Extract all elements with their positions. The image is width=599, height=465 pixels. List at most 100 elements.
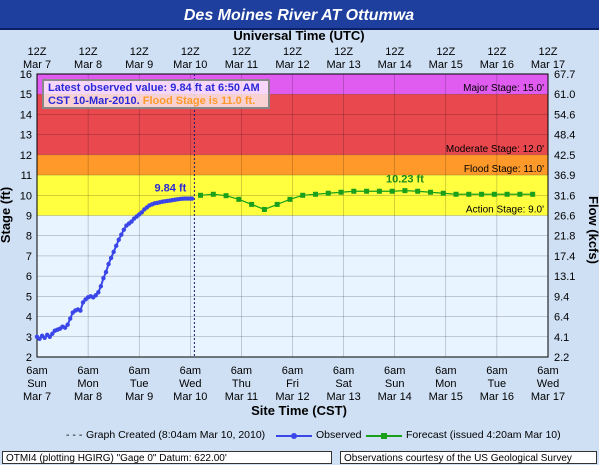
y-tick-label: 14: [20, 109, 32, 121]
observed-point: [98, 284, 104, 289]
usgs-credit-footer: Observations courtesy of the US Geologic…: [340, 451, 597, 464]
top-tick-label: Mar 11: [225, 59, 258, 71]
observed-point: [37, 336, 42, 342]
x-tick-label: 6am: [180, 365, 201, 377]
x-tick-label: 6am: [77, 365, 98, 377]
y2-tick-label: 9.4: [554, 291, 569, 303]
y-tick-label: 15: [20, 89, 32, 101]
forecast-point: [530, 191, 536, 197]
y2-tick-label: 17.4: [554, 251, 575, 263]
top-tick-label: Mar 16: [480, 59, 514, 71]
y-tick-label: 7: [26, 251, 32, 263]
forecast-point: [210, 191, 216, 197]
stage-band-label: Moderate Stage: 12.0': [446, 144, 544, 155]
forecast-point: [427, 189, 433, 195]
x-tick-label: Sat: [335, 378, 352, 390]
observed-point: [116, 237, 121, 242]
y-tick-label: 11: [21, 170, 32, 182]
forecast-point: [223, 193, 229, 199]
observed-point: [103, 269, 109, 275]
x-tick-label: Tue: [488, 378, 507, 390]
y2-tick-label: 2.2: [554, 352, 569, 364]
top-tick-label: Mar 15: [429, 59, 463, 71]
stage-band-label: Flood Stage: 11.0': [464, 164, 544, 175]
observed-value-label: 9.84 ft: [155, 183, 187, 195]
x-tick-label: Sun: [385, 378, 405, 390]
top-tick-label: 12Z: [539, 46, 558, 58]
top-tick-label: 12Z: [385, 46, 404, 58]
x-axis-title: Site Time (CST): [251, 403, 347, 418]
y-tick-label: 2: [26, 352, 32, 364]
observed-point: [189, 196, 195, 201]
y2-tick-label: 26.6: [554, 211, 575, 223]
latest-observation-box: Latest observed value: 9.84 ft at 6:50 A…: [42, 79, 270, 109]
legend: - - - Graph Created (8:04am Mar 10, 2010…: [0, 429, 599, 443]
y2-tick-label: 31.6: [554, 190, 575, 202]
stage-band: [37, 154, 548, 176]
observed-point: [47, 334, 52, 339]
forecast-point: [466, 191, 472, 197]
observed-point: [42, 335, 47, 340]
y-tick-label: 3: [26, 332, 32, 344]
y-tick-label: 9: [26, 211, 32, 223]
top-tick-label: Mar 8: [74, 59, 102, 71]
x-tick-label: Thu: [232, 378, 251, 390]
top-axis-title: Universal Time (UTC): [233, 28, 364, 43]
forecast-point: [517, 191, 523, 197]
stage-band-label: Major Stage: 15.0': [463, 83, 544, 94]
top-tick-label: Mar 10: [173, 59, 207, 71]
y-tick-label: 6: [26, 271, 32, 283]
y2-tick-label: 61.0: [554, 89, 575, 101]
y-tick-label: 4: [26, 312, 32, 324]
y2-axis-title: Flow (kcfs): [586, 196, 599, 264]
observed-point: [108, 255, 114, 261]
x-tick-label: 6am: [26, 365, 47, 377]
x-tick-label: 6am: [486, 365, 507, 377]
top-tick-label: 12Z: [28, 46, 47, 58]
created-legend-marker: - - -: [66, 429, 83, 441]
observed-point: [111, 249, 116, 255]
x-tick-label: Fri: [286, 378, 299, 390]
forecast-point: [389, 188, 395, 194]
top-tick-label: Mar 17: [531, 59, 565, 71]
x-tick-label: 6am: [435, 365, 456, 377]
top-tick-label: Mar 9: [125, 59, 153, 71]
forecast-point: [300, 192, 306, 198]
top-tick-label: Mar 7: [23, 59, 51, 71]
observed-legend-label: Observed: [316, 429, 362, 441]
forecast-point: [351, 188, 357, 194]
x-tick-label: Mar 12: [275, 391, 309, 403]
y2-tick-label: 6.4: [554, 312, 569, 324]
y2-tick-label: 36.9: [554, 170, 575, 182]
y-tick-label: 10: [20, 190, 32, 202]
observed-point: [65, 322, 70, 327]
observed-point: [129, 219, 134, 224]
forecast-peak-label: 10.23 ft: [386, 174, 424, 186]
top-tick-label: 12Z: [487, 46, 506, 58]
forecast-point: [364, 188, 370, 194]
x-tick-label: Sun: [27, 378, 47, 390]
x-tick-label: Mar 9: [125, 391, 153, 403]
created-legend-label: Graph Created (8:04am Mar 10, 2010): [86, 429, 266, 441]
forecast-point: [491, 191, 497, 197]
top-tick-label: Mar 13: [326, 59, 360, 71]
forecast-point: [325, 190, 331, 196]
flood-stage-note: Flood Stage is 11.0 ft.: [142, 95, 256, 107]
y-tick-label: 5: [26, 291, 32, 303]
y-tick-label: 8: [26, 231, 32, 243]
y2-tick-label: 4.1: [554, 332, 569, 344]
stage-band: [37, 175, 548, 216]
x-tick-label: 6am: [384, 365, 405, 377]
observed-point: [114, 243, 119, 249]
x-tick-label: Mon: [77, 378, 98, 390]
top-tick-label: 12Z: [436, 46, 455, 58]
y-tick-label: 12: [20, 150, 32, 162]
x-tick-label: Mar 10: [173, 391, 207, 403]
top-tick-label: Mar 12: [275, 59, 309, 71]
forecast-point: [453, 191, 459, 197]
y2-tick-label: 42.5: [554, 150, 575, 162]
latest-observation-line: Latest observed value: 9.84 ft at 6:50 A…: [48, 82, 260, 94]
y2-tick-label: 13.1: [554, 271, 575, 283]
forecast-point: [479, 191, 485, 197]
